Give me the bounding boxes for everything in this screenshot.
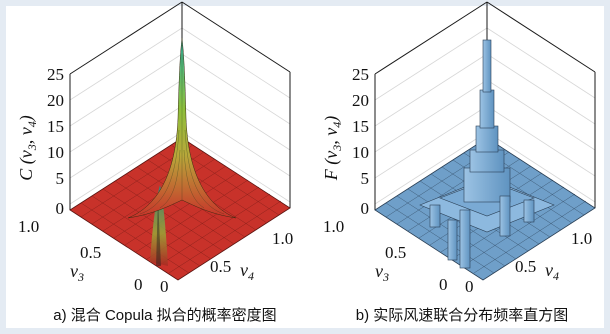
- panel-b: 25 20 15 10 5 0 1.0 0.5 0 0 0.5 1.0 F (v…: [321, 1, 596, 324]
- panel-a: 25 20 15 10 5 0 1.0 0.5 0 0 0.5 1.0 C (v…: [16, 1, 293, 324]
- panel-a-caption: a) 混合 Copula 拟合的概率密度图: [53, 307, 276, 324]
- panel-b-z-ticks: 25 20 15 10 5 0: [352, 65, 369, 218]
- panel-b-z-tick: 15: [352, 117, 369, 136]
- panel-a-z-tick: 10: [47, 143, 64, 162]
- panel-a-v3-tick: 0.5: [80, 243, 101, 262]
- panel-b-bar: [499, 195, 511, 237]
- panel-a-ridge-shadow: [156, 198, 161, 266]
- panel-a-v3-tick: 0: [134, 275, 143, 294]
- panel-a-z-tick: 15: [47, 117, 64, 136]
- panel-a-grid: [69, 27, 291, 205]
- panel-b-z-label: F (v3, v4): [321, 116, 344, 181]
- panel-a-z-ticks: 25 20 15 10 5 0: [47, 65, 64, 218]
- panel-b-z-tick: 0: [361, 199, 370, 218]
- panel-a-v3-tick: 1.0: [18, 217, 39, 236]
- panel-b-grid: [374, 27, 596, 205]
- panel-b-z-tick: 10: [352, 143, 369, 162]
- panel-b-bar: [447, 219, 458, 261]
- panel-b-v4-tick: 1.0: [571, 229, 592, 248]
- panel-a-ridge: [150, 185, 168, 266]
- panel-b-v3-tick: 0: [439, 275, 448, 294]
- panel-b-bar: [429, 204, 441, 228]
- panel-b-bar: [523, 199, 535, 223]
- panel-b-caption: b) 实际风速联合分布频率直方图: [356, 307, 569, 324]
- panel-b-bar: [475, 125, 499, 153]
- panel-a-z-tick: 0: [56, 199, 65, 218]
- panel-a-peak-mesh: [139, 38, 225, 215]
- panel-b-bar: [469, 149, 505, 173]
- panel-a-v4-tick: 0: [160, 277, 169, 296]
- panel-b-v4-tick: 0.5: [515, 257, 536, 276]
- panel-b-bar: [482, 39, 492, 93]
- panel-a-z-tick: 5: [56, 169, 65, 188]
- panel-a-v4-ticks: 0 0.5 1.0: [160, 229, 293, 296]
- panel-a-v4-tick: 1.0: [272, 229, 293, 248]
- panel-a-z-label: C (v3, v4): [16, 115, 39, 181]
- panel-b-bar: [479, 89, 495, 129]
- panel-b-v4-ticks: 0 0.5 1.0: [465, 229, 592, 296]
- panel-b-z-tick: 20: [352, 91, 369, 110]
- panel-b-z-tick: 5: [361, 169, 370, 188]
- panel-a-v3-ticks: 1.0 0.5 0: [18, 217, 143, 294]
- panel-a-z-tick: 25: [47, 65, 64, 84]
- panel-a-mesh: [80, 144, 282, 274]
- panel-a-v4-tick: 0.5: [210, 257, 231, 276]
- panel-b-bars: [419, 39, 555, 269]
- panel-b-bar: [459, 209, 471, 269]
- panel-b-v3-tick: 0.5: [385, 243, 406, 262]
- panel-a-z-tick: 20: [47, 91, 64, 110]
- panel-b-z-tick: 25: [352, 65, 369, 84]
- panel-b-v3-tick: 1.0: [323, 217, 344, 236]
- panel-b-v4-tick: 0: [465, 277, 474, 296]
- panel-b-v3-ticks: 1.0 0.5 0: [323, 217, 448, 294]
